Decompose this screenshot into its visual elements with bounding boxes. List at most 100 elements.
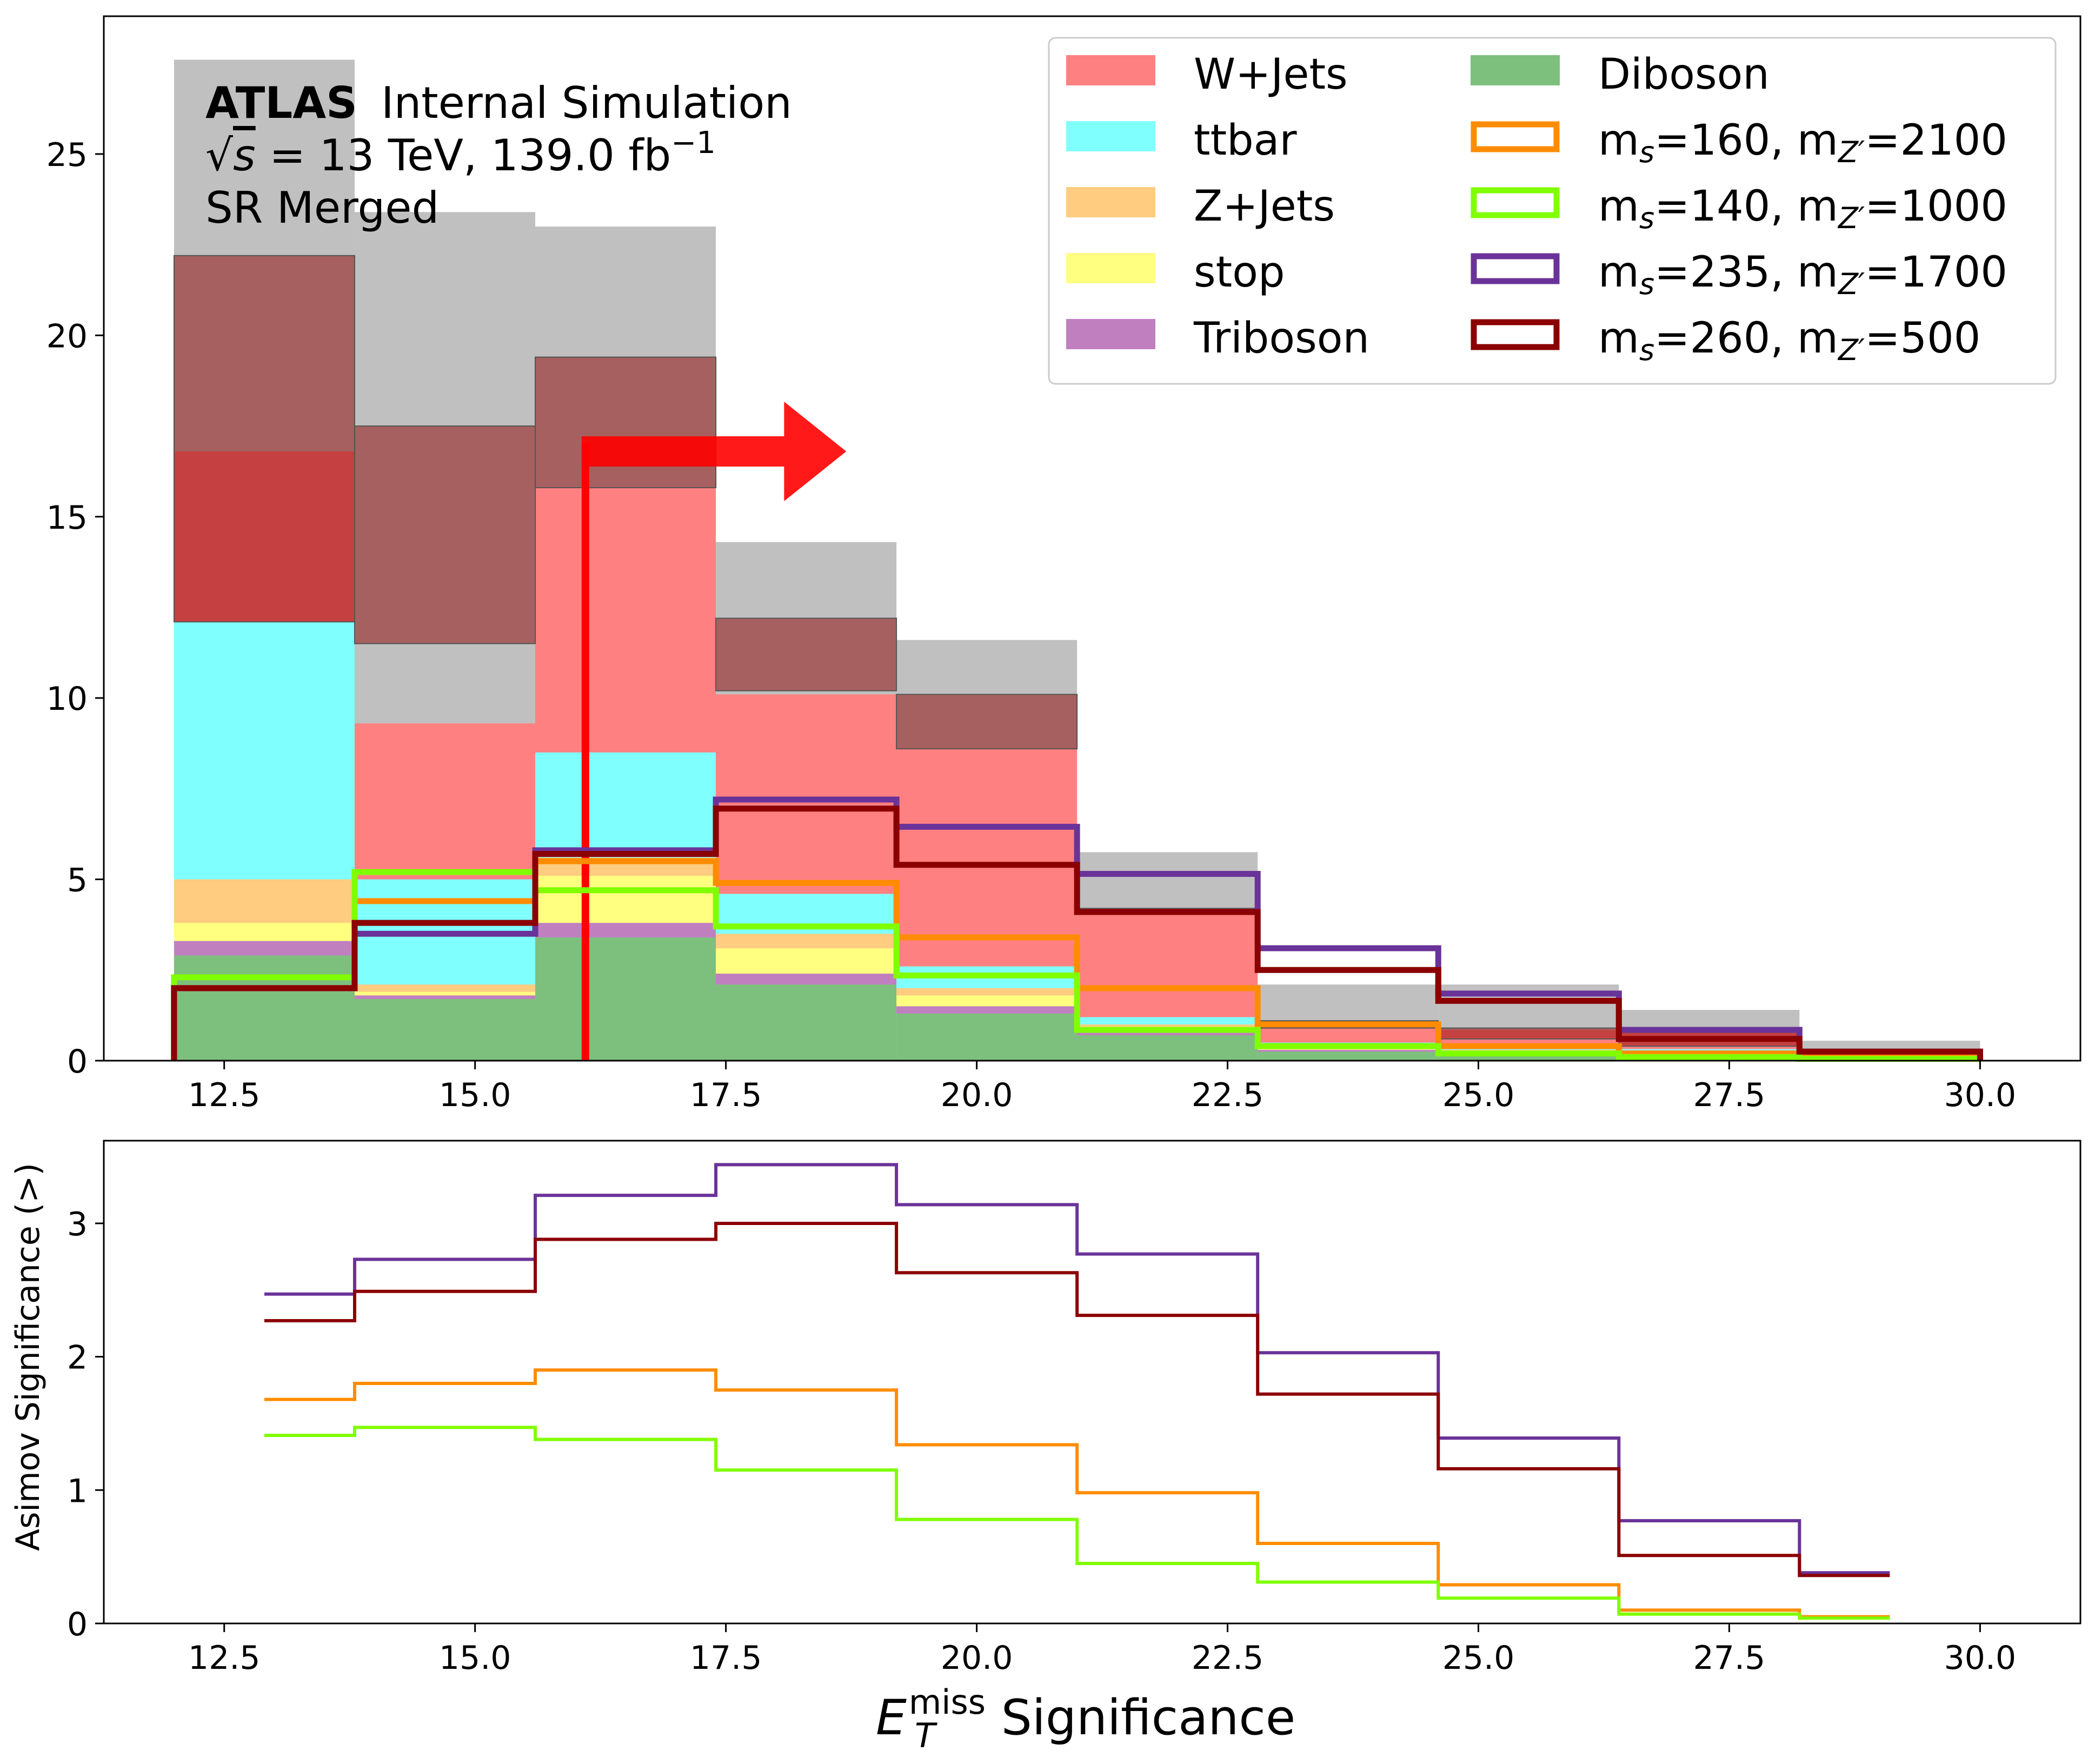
significance-line-2 <box>264 1426 1890 1620</box>
cut-arrow <box>581 402 847 501</box>
bottom-y-ticks: 0 1 2 3 <box>67 1206 104 1643</box>
legend-label: ttbar <box>1194 116 1297 165</box>
main-histogram-panel: 12.5 15.0 17.5 20.0 22.5 25.0 27.5 30.0 0 5 10 15 2… <box>46 15 2081 1114</box>
stack-bin-diboson <box>896 1013 1078 1061</box>
stack-bin-stop <box>535 875 716 923</box>
bottom-y-axis-label: Asimov Significance (>) <box>9 1163 47 1551</box>
x-tick-label: 30.0 <box>1944 1076 2017 1114</box>
significance-line-1 <box>264 1368 1890 1619</box>
legend-signal-entries: Diboson ms=160, mZ′=2100 ms=140, mZ′=1000 m… <box>1471 50 2007 367</box>
stack-bin-stop <box>716 948 897 974</box>
uncertainty-bin <box>535 356 717 489</box>
legend-label: Z+Jets <box>1194 182 1335 231</box>
stack-bin-diboson <box>716 984 897 1061</box>
energy-label: √s = 13 TeV, 139.0 fb−1 <box>205 125 716 181</box>
y-tick-label: 5 <box>67 862 88 900</box>
top-plot-frame <box>103 15 2081 1062</box>
stack-bin-triboson <box>716 974 897 985</box>
y-tick-label: 0 <box>67 1043 88 1081</box>
legend-label: Triboson <box>1193 314 1369 363</box>
stack-bin-triboson <box>1258 1049 1439 1052</box>
significance-line-3 <box>264 1163 1890 1575</box>
stack-bin-triboson <box>535 923 716 937</box>
legend-signal-label: ms=235, mZ′=1700 <box>1598 248 2007 301</box>
stack-bin-diboson <box>1438 1055 1619 1061</box>
x-axis-label: Emiss Significance <box>876 1682 1295 1746</box>
legend-frame <box>1048 37 2057 385</box>
x-label-superscript: miss <box>909 1682 986 1722</box>
stack-bin-ttbar <box>174 622 355 880</box>
stack-bin-diboson <box>354 999 536 1061</box>
x-tick-label: 22.5 <box>1192 1639 1264 1677</box>
x-tick-label: 25.0 <box>1442 1076 1515 1114</box>
y-tick-label: 10 <box>46 680 88 718</box>
uncertainty-bin <box>173 255 355 623</box>
bottom-plot-frame <box>103 1140 2081 1625</box>
stack-bin-z-jets <box>354 984 536 992</box>
signal-histogram-1 <box>171 858 1983 1061</box>
legend-swatch <box>1066 187 1155 217</box>
stack-bin-w-jets <box>716 694 897 894</box>
stack-bin-z-jets <box>1077 1024 1258 1028</box>
y-tick-label: 25 <box>46 136 88 174</box>
legend-swatch <box>1066 121 1155 151</box>
y-tick-label: 15 <box>46 499 88 537</box>
lumi-exponent: −1 <box>671 125 716 161</box>
x-tick-label: 15.0 <box>439 1076 511 1114</box>
significance-series <box>264 1163 1890 1620</box>
y-tick-label: 2 <box>67 1339 88 1377</box>
legend-swatch <box>1066 253 1155 283</box>
atlas-status: Internal Simulation <box>381 78 792 128</box>
energy-variable: s <box>233 130 256 181</box>
stack-bin-z-jets <box>174 879 355 923</box>
stack-bin-w-jets <box>896 749 1078 967</box>
legend-signal-swatch <box>1471 187 1560 218</box>
significance-line-4 <box>264 1221 1890 1577</box>
uncertainty-bin <box>715 617 897 691</box>
x-tick-label: 20.0 <box>941 1076 1013 1114</box>
atlas-label: ATLAS <box>205 78 357 128</box>
legend-label: W+Jets <box>1194 50 1348 99</box>
cut-line <box>581 443 589 1061</box>
x-label-main: E <box>876 1689 907 1746</box>
stack-bin-stop <box>354 991 536 996</box>
cut-marker <box>581 402 847 1061</box>
stack-bin-z-jets <box>896 988 1078 996</box>
legend-swatch <box>1471 55 1560 85</box>
significance-panel: 12.5 15.0 17.5 20.0 22.5 25.0 27.5 30.0 0 1 2 3 As… <box>9 1140 2081 1755</box>
y-tick-label: 20 <box>46 317 88 355</box>
legend-signal-label: ms=260, mZ′=500 <box>1598 314 1980 367</box>
region-label: SR Merged <box>205 183 439 233</box>
stack-bin-diboson <box>1258 1051 1439 1061</box>
x-tick-label: 12.5 <box>188 1639 261 1677</box>
x-tick-label: 12.5 <box>188 1076 261 1114</box>
stack-bin-diboson <box>535 937 716 1061</box>
stack-bin-triboson <box>1077 1031 1258 1036</box>
legend-signal-swatch <box>1471 319 1560 350</box>
stack-bin-triboson <box>174 941 355 956</box>
x-tick-label: 17.5 <box>690 1639 762 1677</box>
stack-bin-w-jets <box>354 723 536 880</box>
legend-swatch <box>1066 319 1155 349</box>
uncertainty-bin <box>896 694 1078 750</box>
bottom-x-ticks: 12.5 15.0 17.5 20.0 22.5 25.0 27.5 30.0 <box>188 1623 2016 1677</box>
legend-background-entries: W+Jets ttbar Z+Jets stop Triboson <box>1066 50 1369 363</box>
stack-bin-diboson <box>1077 1035 1258 1061</box>
top-y-ticks: 0 5 10 15 20 25 <box>46 136 104 1081</box>
x-tick-label: 27.5 <box>1693 1639 1766 1677</box>
uncertainty-bin <box>1438 1027 1620 1040</box>
legend-swatch <box>1066 55 1155 85</box>
background-stack <box>174 451 1980 1061</box>
y-tick-label: 3 <box>67 1206 88 1243</box>
legend-signal-label: ms=160, mZ′=2100 <box>1598 116 2007 169</box>
stack-bin-triboson <box>354 995 536 999</box>
atlas-annotation: ATLAS Internal Simulation √s = 13 TeV, 1… <box>205 78 792 233</box>
legend-label: stop <box>1194 248 1285 297</box>
y-tick-label: 0 <box>67 1606 88 1643</box>
stack-bin-stop <box>896 995 1078 1007</box>
energy-text: = 13 TeV, 139.0 fb <box>256 130 671 181</box>
stack-bin-ttbar <box>535 752 716 858</box>
uncertainty-bin <box>354 425 536 644</box>
stack-bin-triboson <box>896 1006 1078 1014</box>
